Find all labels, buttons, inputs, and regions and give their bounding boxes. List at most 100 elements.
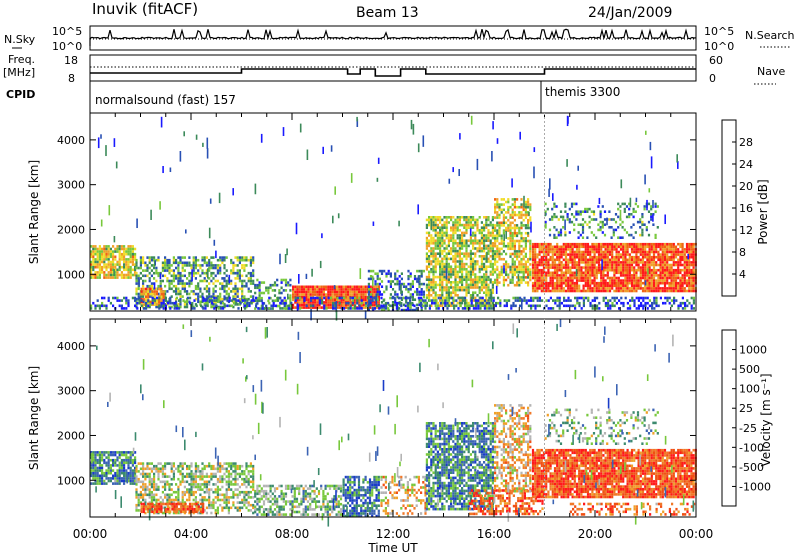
power-cell <box>153 297 156 301</box>
power-cell <box>536 242 539 246</box>
power-cell <box>105 252 108 256</box>
power-cell <box>513 247 516 251</box>
power-cell <box>578 261 581 264</box>
power-cell <box>425 294 428 297</box>
power-cell <box>347 288 350 291</box>
power-cell <box>458 275 461 279</box>
power-cell <box>134 299 137 302</box>
power-cell <box>107 273 110 277</box>
power-cell <box>677 281 680 285</box>
power-cell <box>596 307 599 310</box>
power-cell <box>441 239 444 242</box>
power-cell <box>571 289 574 293</box>
power-cell <box>376 277 379 281</box>
power-cell <box>480 249 483 253</box>
power-cell <box>249 261 252 265</box>
power-cell <box>663 255 667 259</box>
power-cell <box>252 261 255 265</box>
power-cell <box>519 296 522 300</box>
power-cell <box>216 271 219 275</box>
power-cell <box>314 303 317 307</box>
power-cell <box>303 285 306 289</box>
power-cell <box>589 263 592 267</box>
power-cell <box>441 286 444 289</box>
power-cell <box>512 301 515 305</box>
power-cell <box>619 205 622 208</box>
power-cell <box>284 307 288 310</box>
power-cell <box>478 255 481 258</box>
power-cell <box>456 223 459 227</box>
power-cell <box>178 307 181 310</box>
power-cell <box>483 278 486 281</box>
power-cell <box>637 281 640 285</box>
power-cell <box>586 210 589 213</box>
power-cell <box>657 284 660 288</box>
power-cell <box>428 239 431 242</box>
power-cell <box>661 274 664 277</box>
power-cell <box>160 298 163 301</box>
power-cell <box>200 304 203 308</box>
power-cell <box>589 250 592 254</box>
power-cell <box>284 304 288 308</box>
power-cell <box>416 280 419 283</box>
power-cell <box>601 223 604 226</box>
power-cell <box>571 248 574 251</box>
power-cell <box>551 250 554 254</box>
power-cell <box>192 274 195 278</box>
power-cell <box>447 252 450 255</box>
power-cell <box>318 299 321 302</box>
power-cell <box>562 263 565 267</box>
power-cell <box>142 284 145 288</box>
power-cell <box>202 299 205 302</box>
power-cell <box>428 257 431 261</box>
power-cell <box>413 290 417 294</box>
power-cell <box>389 275 392 278</box>
power-cell <box>612 233 615 237</box>
power-cell <box>582 304 585 308</box>
power-cell <box>688 276 691 280</box>
power-cell <box>480 247 483 250</box>
power-cell <box>100 134 102 139</box>
power-cell <box>661 289 664 293</box>
power-cell <box>260 291 263 295</box>
power-cell <box>663 276 667 280</box>
power-cell <box>502 221 505 225</box>
power-cell <box>335 301 338 313</box>
power-cell <box>688 287 691 290</box>
power-cell <box>630 255 634 259</box>
power-cell <box>659 266 662 269</box>
power-cell <box>628 242 631 246</box>
power-cell <box>181 269 184 272</box>
power-cell <box>428 278 431 281</box>
power-cell <box>376 298 379 301</box>
power-cell <box>189 301 192 305</box>
power-cell <box>645 130 647 135</box>
power-cell <box>118 265 121 269</box>
power-cell <box>507 244 510 248</box>
power-cell <box>258 291 261 295</box>
power-cell <box>626 268 629 272</box>
power-cell <box>523 195 525 208</box>
power-cell <box>507 218 510 222</box>
power-cell <box>155 258 158 262</box>
power-cell <box>582 258 585 262</box>
power-cell <box>382 299 385 302</box>
power-cell <box>666 299 669 302</box>
power-cell <box>611 258 614 262</box>
power-cell <box>650 245 653 249</box>
power-cell <box>596 304 599 308</box>
power-cell <box>191 301 194 305</box>
power-cell <box>639 253 642 256</box>
power-cell <box>512 296 515 300</box>
power-cell <box>269 296 272 300</box>
power-cell <box>609 304 612 308</box>
power-cell <box>619 223 622 226</box>
power-cell <box>456 260 459 263</box>
power-cell <box>635 296 638 300</box>
power-cell <box>428 299 431 302</box>
power-cell <box>690 261 693 264</box>
power-cell <box>289 289 292 292</box>
power-cell <box>371 307 374 310</box>
power-cell <box>367 304 370 308</box>
power-cell <box>238 258 241 262</box>
